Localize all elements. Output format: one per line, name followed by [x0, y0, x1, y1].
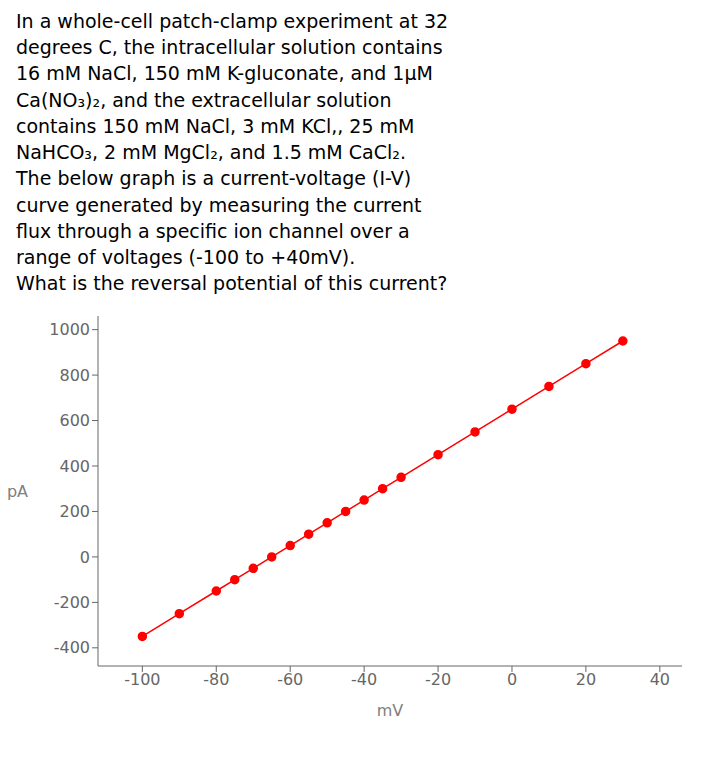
svg-text:-40: -40 — [351, 671, 377, 690]
svg-text:pA: pA — [8, 482, 28, 501]
svg-text:0: 0 — [80, 548, 90, 567]
svg-text:-20: -20 — [425, 671, 451, 690]
svg-text:mV: mV — [377, 701, 404, 720]
svg-text:600: 600 — [59, 412, 90, 431]
svg-text:-400: -400 — [54, 639, 90, 658]
svg-text:20: 20 — [576, 671, 596, 690]
svg-text:400: 400 — [59, 457, 90, 476]
svg-text:-100: -100 — [124, 671, 160, 690]
svg-text:200: 200 — [59, 503, 90, 522]
svg-text:40: 40 — [650, 671, 670, 690]
html-text:In a whole-cell patch-clamp ex: In a whole-cell patch-clamp experiment a… — [16, 10, 449, 295]
svg-text:1000: 1000 — [49, 321, 90, 340]
svg-text:800: 800 — [59, 366, 90, 385]
svg-text:0: 0 — [507, 671, 517, 690]
svg-text:-80: -80 — [203, 671, 229, 690]
svg-text:-200: -200 — [54, 593, 90, 612]
svg-text:-60: -60 — [277, 671, 303, 690]
